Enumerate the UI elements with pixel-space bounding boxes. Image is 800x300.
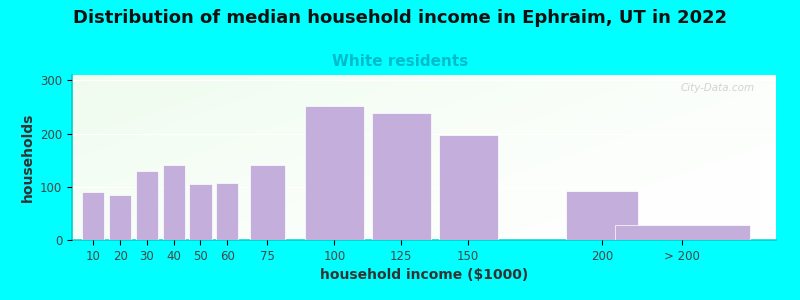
X-axis label: household income ($1000): household income ($1000): [320, 268, 528, 282]
Bar: [566, 191, 638, 240]
Bar: [438, 135, 498, 240]
Text: Distribution of median household income in Ephraim, UT in 2022: Distribution of median household income …: [73, 9, 727, 27]
Bar: [162, 166, 185, 240]
Text: City-Data.com: City-Data.com: [681, 83, 755, 93]
Bar: [190, 184, 211, 240]
Bar: [136, 171, 158, 240]
Text: White residents: White residents: [332, 54, 468, 69]
Bar: [372, 113, 430, 240]
Bar: [614, 225, 750, 240]
Y-axis label: households: households: [21, 113, 34, 202]
Bar: [82, 192, 105, 240]
Bar: [109, 195, 131, 240]
Bar: [216, 182, 238, 240]
Bar: [250, 166, 285, 240]
Bar: [305, 106, 364, 240]
